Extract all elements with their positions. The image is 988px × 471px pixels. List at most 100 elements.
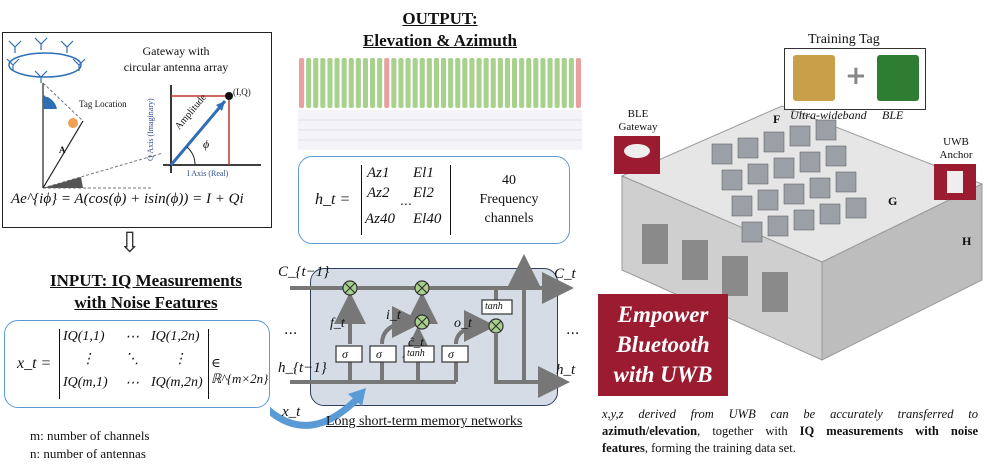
frequency-bar <box>455 58 461 108</box>
input-title-line2: with Noise Features <box>74 293 218 312</box>
frequency-bar <box>469 58 475 108</box>
frequency-bar <box>419 58 425 108</box>
storage-rack <box>783 183 805 205</box>
lstm-caption: Long short-term memory networks <box>326 414 523 429</box>
badge-line3: with UWB <box>613 362 713 387</box>
badge-line1: Empower <box>617 302 709 327</box>
desc-azimuth: azimuth/elevation <box>602 424 698 438</box>
frequency-bar <box>497 58 503 108</box>
candidate-label: ĉ_t <box>408 334 424 349</box>
storage-rack <box>773 157 795 179</box>
storage-rack <box>721 169 743 191</box>
frequency-bar <box>554 58 560 108</box>
warehouse-illustration <box>620 105 984 361</box>
frequency-bar <box>313 58 319 108</box>
iq-point-label: (I,Q) <box>233 87 251 97</box>
euler-equation: Ae^{iϕ} = A(cos(ϕ) + isin(ϕ)) = I + Qi <box>11 191 244 207</box>
storage-rack <box>825 145 847 167</box>
frequency-bar <box>320 58 326 108</box>
ble-gateway-label-1: BLE <box>627 108 649 120</box>
empower-badge: Empower Bluetooth with UWB <box>598 294 728 396</box>
uwb-anchor-label-2: Anchor <box>939 149 973 161</box>
frequency-bar <box>512 58 518 108</box>
gateway-label-line2: circular antenna array <box>123 60 229 74</box>
ble-board-icon <box>877 55 919 101</box>
storage-rack <box>711 143 733 165</box>
channels-word2: channels <box>484 211 534 226</box>
az-2: Az2 <box>367 185 390 201</box>
storage-rack <box>741 221 763 243</box>
frequency-bar <box>384 58 390 108</box>
iq-illustration <box>6 37 261 189</box>
desc-together: , together with <box>697 424 800 438</box>
storage-rack <box>799 151 821 173</box>
frequency-bar <box>362 58 368 108</box>
frequency-bar <box>540 58 546 108</box>
frequency-bar <box>405 58 411 108</box>
ellipsis-left: ... <box>284 322 298 338</box>
frequency-bar <box>327 58 333 108</box>
desc-line1: x,y,z derived from UWB can be accurately… <box>602 407 978 421</box>
frequency-bar <box>519 58 525 108</box>
matrix-cell-m-dots: ⋯ <box>125 376 139 391</box>
q-axis-label: Q Axis (Imaginary) <box>146 98 155 161</box>
down-arrow-icon: ⇩ <box>118 226 142 259</box>
desc-features: features <box>602 441 645 455</box>
storage-rack <box>757 189 779 211</box>
forget-gate-label: f_t <box>330 316 345 331</box>
c-t-label: C_t <box>554 266 576 282</box>
frequency-bar <box>391 58 397 108</box>
legend-n: n: number of antennas <box>30 446 146 461</box>
matrix-ddots: ⋱ <box>125 352 139 367</box>
output-gate-label: o_t <box>454 316 472 331</box>
ble-gateway-label-2: Gateway <box>618 121 658 133</box>
storage-rack <box>819 203 841 225</box>
storage-rack <box>737 137 759 159</box>
az-40: Az40 <box>365 211 395 227</box>
storage-rack <box>809 177 831 199</box>
storage-rack <box>731 195 753 217</box>
frequency-bar <box>377 58 383 108</box>
storage-rack <box>789 125 811 147</box>
output-title-line2: Elevation & Azimuth <box>363 31 517 50</box>
matrix-cell-1-dots: ⋯ <box>125 330 139 345</box>
frequency-bar <box>398 58 404 108</box>
matrix-vdots-1: ⋮ <box>81 352 95 367</box>
h-prev-label: h_{t−1} <box>278 360 327 376</box>
storage-rack <box>763 131 785 153</box>
input-domain: ∈ ℝ^{m×2n} <box>211 355 269 386</box>
ellipsis-right: ... <box>566 322 580 338</box>
frequency-channel-strip <box>298 58 582 150</box>
output-matrix-brackets <box>361 165 451 235</box>
x-t-label: x_t <box>282 404 301 420</box>
uwb-board-icon <box>793 55 835 101</box>
iq-panel: Gateway with circular antenna array Tag … <box>2 32 272 228</box>
storage-rack <box>747 163 769 185</box>
sigma-forget: σ <box>342 347 348 361</box>
uwb-anchor-icon <box>934 164 976 200</box>
frequency-bar <box>355 58 361 108</box>
tag-location-label: Tag Location <box>79 99 127 109</box>
frequency-bar <box>490 58 496 108</box>
channels-word1: Frequency <box>479 192 539 207</box>
badge-line2: Bluetooth <box>616 332 710 357</box>
lstm-diagram <box>270 254 574 429</box>
el-2: El2 <box>413 185 434 201</box>
storage-rack <box>793 209 815 231</box>
sigma-input: σ <box>376 347 382 361</box>
frequency-bar <box>448 58 454 108</box>
gateway-label-line1: Gateway with <box>142 44 210 58</box>
frequency-bar <box>504 58 510 108</box>
frequency-bar <box>533 58 539 108</box>
ble-gateway-icon <box>614 136 660 174</box>
input-lhs: x_t = <box>17 355 52 372</box>
i-axis-label: I Axis (Real) <box>187 169 229 178</box>
tanh-candidate: tanh <box>407 348 425 359</box>
frequency-bar <box>568 58 574 108</box>
training-tag-label: Training Tag <box>808 32 880 47</box>
frequency-bar <box>370 58 376 108</box>
storage-rack <box>767 215 789 237</box>
plus-icon: + <box>845 61 867 91</box>
matrix-cell-1-1: IQ(1,1) <box>63 329 105 344</box>
desc-forming: , forming the training data set. <box>644 441 796 455</box>
